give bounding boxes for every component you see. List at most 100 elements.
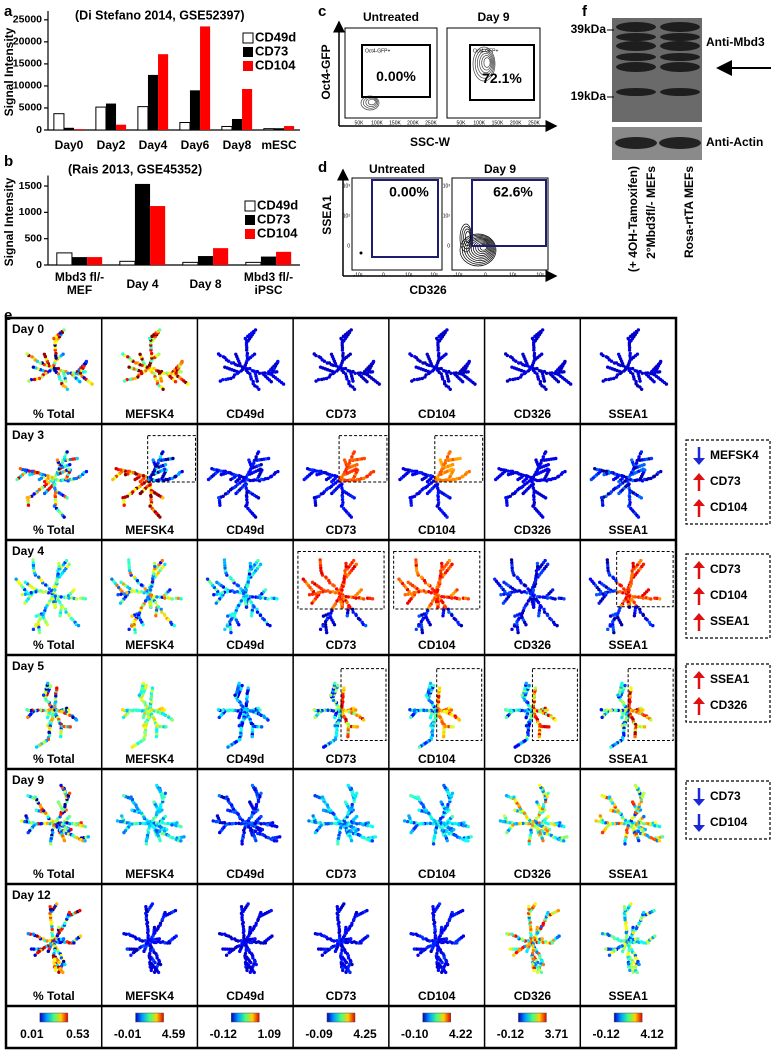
tree-node: [40, 375, 44, 379]
tree-node: [635, 478, 640, 482]
tree-node: [635, 352, 640, 356]
tree-node: [627, 495, 632, 499]
tree-node: [170, 836, 175, 840]
tree-node: [340, 348, 345, 352]
tree-node: [502, 580, 506, 585]
column-label: SSEA1: [608, 523, 648, 537]
tree-node: [237, 715, 241, 720]
tree-node: [619, 623, 624, 627]
tree-node: [53, 700, 58, 704]
tree-node: [557, 371, 561, 375]
tree-node: [627, 588, 631, 592]
tree-node: [143, 599, 148, 603]
tree-node: [64, 558, 69, 563]
tree-node: [600, 715, 604, 720]
tree-node: [245, 497, 249, 502]
bar: [200, 26, 211, 130]
tree-node: [370, 370, 375, 374]
x-tick-label: 200K: [510, 120, 522, 126]
tree-node: [118, 819, 123, 824]
tree-node: [419, 575, 424, 579]
tree-node: [162, 596, 167, 600]
tree-node: [258, 467, 263, 471]
tree-node: [515, 575, 519, 579]
tree-node: [139, 606, 144, 610]
tree-node: [505, 379, 510, 383]
tree-node: [57, 925, 61, 930]
bar: [245, 261, 262, 266]
tree-node: [657, 824, 662, 829]
tree-node: [148, 602, 152, 607]
tree-node: [74, 597, 79, 601]
tree-node: [421, 361, 425, 365]
tree-node: [256, 558, 260, 563]
tree-node: [168, 476, 172, 481]
tree-node: [214, 592, 219, 596]
tree-node: [270, 824, 274, 828]
column-label: MEFSK4: [125, 867, 174, 881]
bar: [189, 90, 201, 130]
plot-frame: [344, 27, 438, 119]
tree-node: [257, 387, 261, 391]
tree-node: [352, 496, 356, 500]
tree-node: [341, 491, 345, 495]
tree-node: [473, 382, 477, 386]
tree-node: [431, 683, 436, 688]
tree-node: [535, 372, 539, 376]
tree-node: [130, 614, 134, 618]
tree-node: [259, 814, 263, 819]
tree-node: [59, 734, 63, 739]
tree-node: [223, 566, 227, 570]
contour: [474, 48, 495, 79]
blot-band: [615, 137, 657, 149]
tree-node: [67, 941, 72, 945]
tree-node: [642, 791, 646, 795]
tree-node: [504, 496, 508, 500]
tree-node: [355, 822, 359, 826]
tree-node: [540, 829, 545, 834]
tree-node: [134, 708, 139, 712]
tree-node: [628, 694, 632, 698]
tree-node: [539, 478, 544, 482]
column-label: CD326: [514, 407, 552, 421]
tree-node: [556, 380, 561, 384]
tree-node: [252, 605, 256, 609]
tree-node: [174, 371, 178, 375]
tree-node: [531, 605, 536, 609]
tree-node: [498, 819, 503, 823]
column-label: SSEA1: [608, 752, 648, 766]
tree-node: [417, 745, 422, 749]
tree-node: [646, 588, 651, 592]
tree-node: [33, 953, 37, 957]
tree-node: [129, 795, 133, 799]
tree-node: [611, 628, 616, 632]
tree-node: [543, 558, 547, 563]
tree-node: [355, 462, 359, 467]
tree-node: [226, 745, 230, 749]
tree-node: [565, 835, 569, 839]
tree-node: [34, 614, 39, 618]
tree-node: [72, 476, 76, 481]
tree-node: [527, 683, 531, 688]
tree-node: [48, 904, 52, 909]
tree-node: [358, 371, 363, 375]
tree-node: [254, 455, 258, 459]
tree-node: [341, 694, 345, 698]
tree-node: [127, 563, 131, 567]
legend-swatch: [242, 32, 254, 44]
tree-node: [75, 456, 79, 461]
tree-node: [651, 623, 655, 628]
tree-node: [242, 830, 246, 835]
tree-node: [414, 563, 418, 567]
tree-node: [269, 474, 274, 478]
tree-node: [536, 614, 541, 618]
tree-node: [49, 842, 53, 846]
tree-node: [637, 455, 641, 459]
tree-node: [62, 829, 66, 834]
tree-node: [225, 624, 230, 628]
tree-node: [230, 708, 234, 712]
tree-node: [531, 588, 536, 592]
tree-node: [225, 590, 229, 594]
tree-node: [530, 600, 535, 604]
highlight-box: [627, 668, 674, 741]
